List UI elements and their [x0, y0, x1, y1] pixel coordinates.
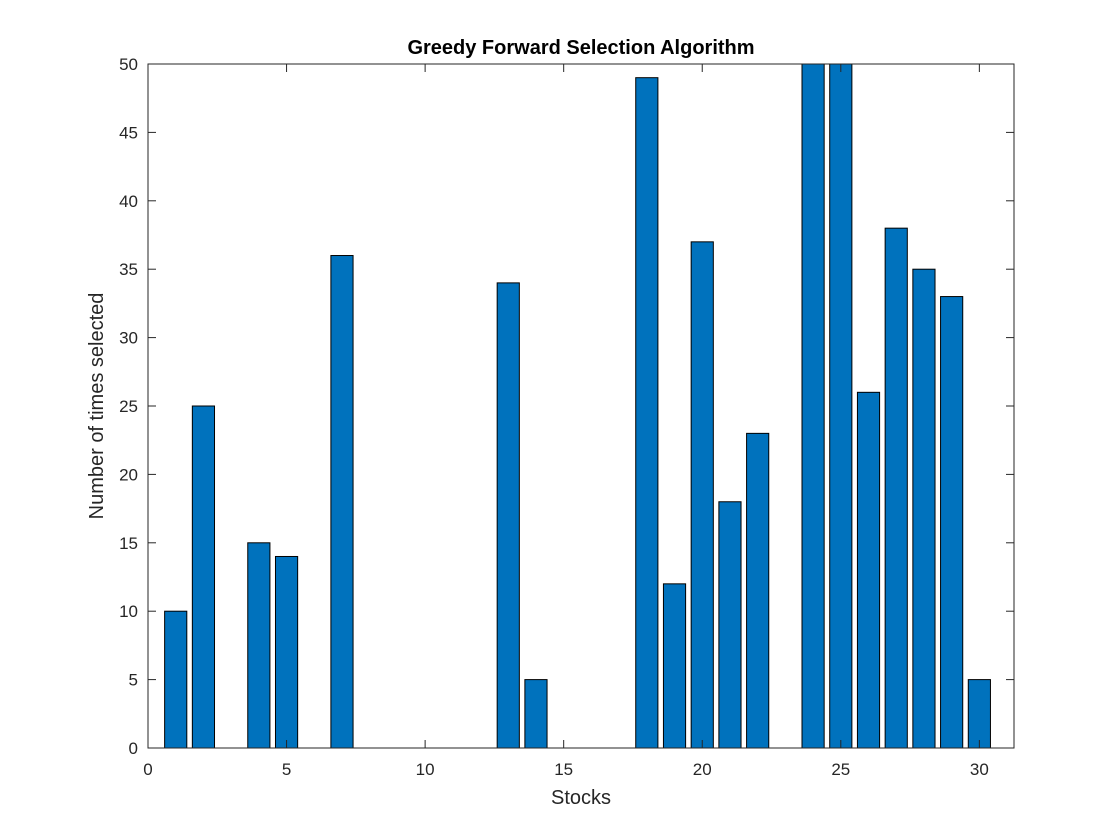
bar-stock-19	[662, 583, 687, 749]
bar-stock-28	[912, 268, 936, 749]
bar-stock-13	[496, 282, 520, 749]
y-tick-label-20: 20	[119, 465, 138, 484]
x-tick-label-15: 15	[554, 760, 573, 779]
bar-stock-7	[330, 255, 354, 749]
bar-stock-14	[524, 679, 548, 749]
y-tick-label-15: 15	[119, 534, 138, 553]
bar-stock-20	[690, 241, 714, 749]
bar-stock-5	[274, 555, 299, 749]
bar-stock-29	[940, 296, 964, 749]
y-tick-label-0: 0	[129, 739, 138, 758]
bar-stock-27	[884, 227, 908, 749]
bar-stock-1	[164, 610, 188, 749]
bar-stock-30	[967, 679, 991, 749]
x-tick-label-5: 5	[282, 760, 291, 779]
y-tick-label-45: 45	[119, 123, 138, 142]
bar-stock-2	[191, 405, 216, 749]
bars-group	[164, 63, 991, 749]
y-axis-label: Number of times selected	[86, 293, 108, 520]
bar-stock-4	[247, 542, 271, 749]
chart-title: Greedy Forward Selection Algorithm	[407, 37, 754, 59]
bar-stock-24	[801, 63, 825, 749]
y-tick-label-50: 50	[119, 55, 138, 74]
x-axis-label: Stocks	[551, 787, 611, 809]
y-tick-label-35: 35	[119, 260, 138, 279]
bar-stock-26	[856, 391, 881, 749]
bar-stock-18	[635, 77, 659, 749]
bar-stock-25	[829, 63, 853, 749]
y-tick-label-5: 5	[129, 671, 138, 690]
bar-stock-22	[746, 432, 770, 749]
x-tick-label-30: 30	[970, 760, 989, 779]
y-tick-label-10: 10	[119, 602, 138, 621]
ticks-group: 0 5 10 15 20 25 30 0 5 10 15 20 25 30 35 40 45 50	[119, 55, 1014, 779]
x-tick-label-20: 20	[693, 760, 712, 779]
y-tick-label-40: 40	[119, 192, 138, 211]
y-tick-label-30: 30	[119, 329, 138, 348]
x-tick-label-10: 10	[416, 760, 435, 779]
y-tick-label-25: 25	[119, 397, 138, 416]
bar-stock-21	[718, 501, 742, 749]
x-tick-label-25: 25	[831, 760, 850, 779]
x-tick-label-0: 0	[143, 760, 152, 779]
